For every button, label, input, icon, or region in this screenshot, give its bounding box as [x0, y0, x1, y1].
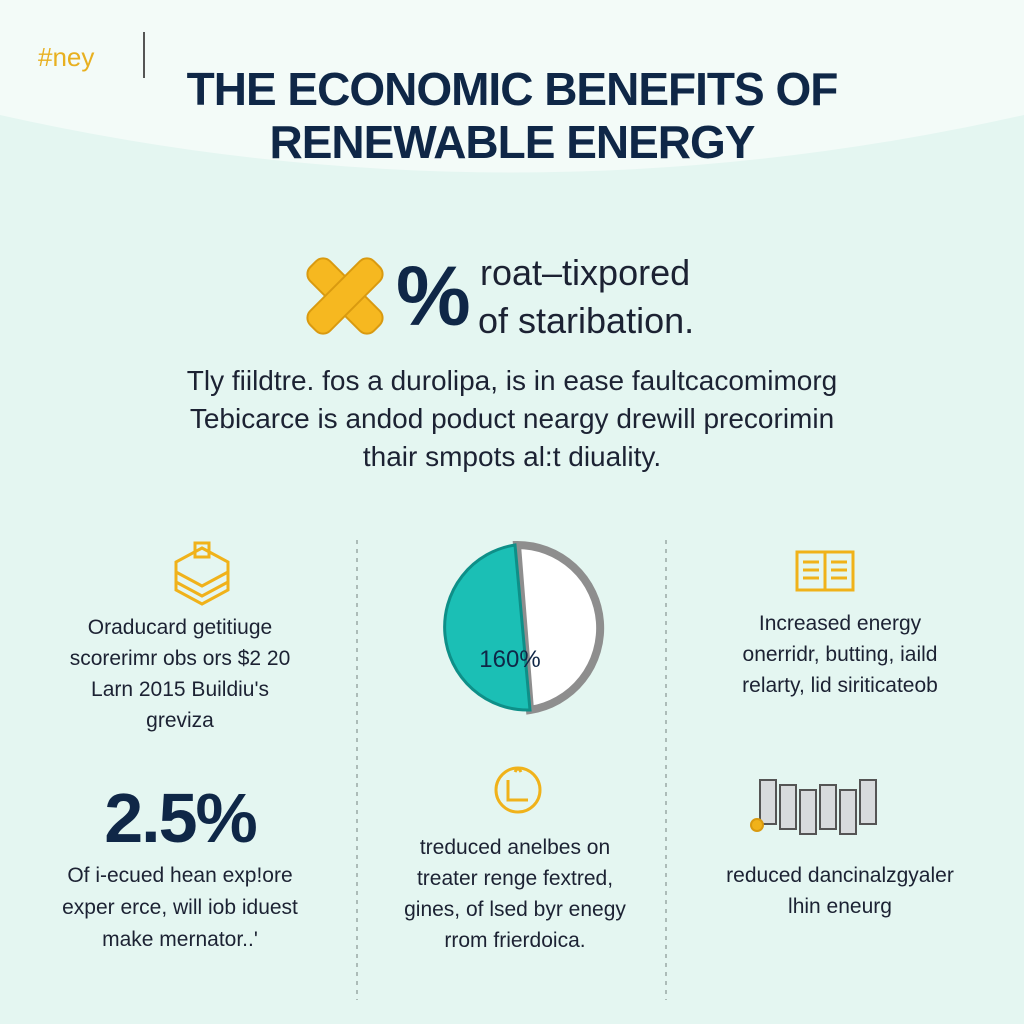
pie-graphic	[443, 540, 605, 715]
intro-line: Tly fiildtre. fos a durolipa, is in ease…	[186, 365, 838, 396]
box-icon	[174, 541, 230, 606]
text-line: Increased energy	[758, 612, 922, 635]
highlight-text: of staribation.	[478, 300, 695, 341]
highlight-symbol: %	[396, 249, 471, 343]
big-stat: 2.5%	[104, 779, 258, 857]
text-line: treduced anelbes on	[419, 836, 611, 859]
text-line: exper erce, will iob iduest	[62, 896, 298, 919]
text-line: lhin eneurg	[788, 895, 892, 918]
text-line: Of i-ecued hean exp!ore	[67, 864, 293, 887]
text-line: onerridr, butting, iaild	[742, 643, 938, 666]
coin-icon	[494, 766, 542, 814]
text-line: reduced dancinalzgyaler	[726, 864, 954, 887]
text-line: make mernator..'	[102, 928, 258, 951]
highlight-text: roat–tixpored	[480, 252, 691, 293]
text-line: Larn 2015 Buildiu's	[91, 678, 269, 701]
title-line: RENEWABLE ENERGY	[269, 116, 756, 168]
text-line: scorerimr obs ors $2 20	[69, 647, 291, 670]
left-stat-text: Of i-ecued hean exp!ore exper erce, will…	[30, 860, 330, 956]
text-line: relarty, lid siriticateob	[742, 674, 938, 697]
text-line: rrom frierdoica.	[444, 929, 586, 952]
text-line: treater renge fextred,	[416, 867, 614, 890]
left-text: Oraducard getitiuge scorerimr obs ors $2…	[30, 612, 330, 736]
center-text: treduced anelbes on treater renge fextre…	[370, 832, 660, 956]
intro-line: thair smpots al:t diuality.	[362, 441, 662, 472]
text-line: gines, of lsed byr enegy	[404, 898, 626, 921]
text-line: Oraducard getitiuge	[87, 616, 273, 639]
pie-label: 160%	[479, 646, 541, 673]
book-icon	[795, 550, 855, 592]
header-band	[0, 0, 1024, 173]
brand: #ney	[38, 42, 95, 72]
right-text: Increased energy onerridr, butting, iail…	[680, 608, 1000, 701]
title-line: THE ECONOMIC BENEFITS OF	[186, 63, 839, 115]
text-line: greviza	[146, 709, 214, 732]
x-icon	[306, 257, 384, 335]
machine-icon	[750, 779, 877, 835]
intro-line: Tebicarce is andod poduct neargy drewill…	[189, 403, 835, 434]
right-bottom-text: reduced dancinalzgyaler lhin eneurg	[680, 860, 1000, 922]
